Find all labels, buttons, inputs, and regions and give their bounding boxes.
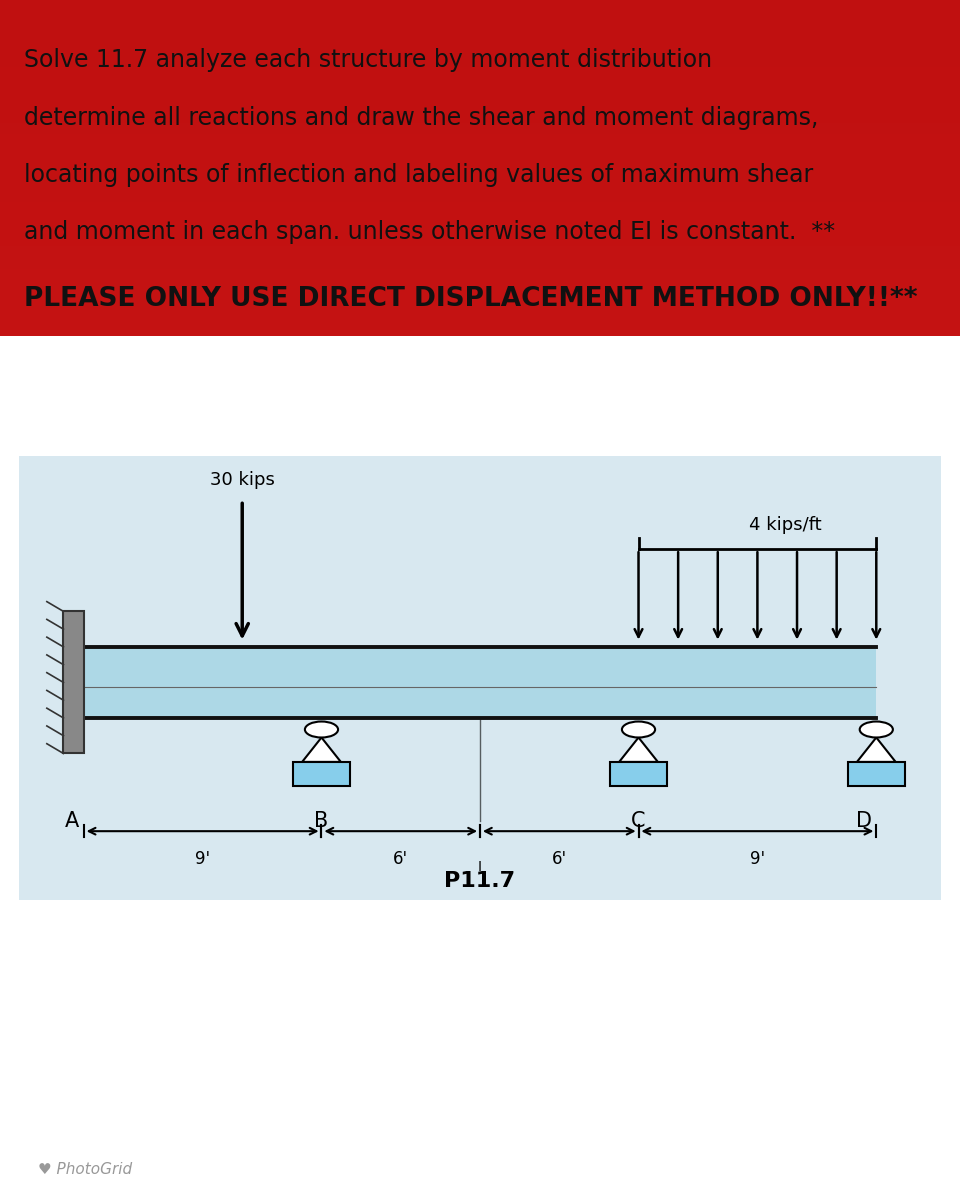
Bar <box>0 157 960 168</box>
Text: 6': 6' <box>394 850 408 868</box>
Text: determine all reactions and draw the shear and moment diagrams,: determine all reactions and draw the she… <box>24 106 818 130</box>
Bar <box>0 280 960 292</box>
Bar <box>0 134 960 145</box>
Bar <box>84 647 876 718</box>
Text: locating points of inflection and labeling values of maximum shear: locating points of inflection and labeli… <box>24 163 813 187</box>
Circle shape <box>305 721 338 738</box>
Bar <box>0 23 960 34</box>
Text: P11.7: P11.7 <box>444 871 516 892</box>
Bar <box>0 44 960 56</box>
Bar <box>0 202 960 212</box>
Bar <box>0 292 960 302</box>
Text: B: B <box>314 811 328 832</box>
Circle shape <box>622 721 655 738</box>
Bar <box>0 258 960 269</box>
Text: 9': 9' <box>750 850 765 868</box>
Text: C: C <box>632 811 646 832</box>
Bar <box>0 313 960 325</box>
Bar <box>0 224 960 235</box>
Bar <box>0 325 960 336</box>
Bar <box>848 762 905 786</box>
Bar <box>293 762 350 786</box>
Bar <box>0 145 960 157</box>
Bar <box>0 0 960 11</box>
Circle shape <box>860 721 893 738</box>
Bar <box>0 191 960 202</box>
Text: 6': 6' <box>552 850 566 868</box>
Bar <box>0 112 960 124</box>
Bar <box>0 124 960 134</box>
Text: 9': 9' <box>195 850 210 868</box>
Bar <box>0 11 960 23</box>
Polygon shape <box>302 738 341 762</box>
Text: D: D <box>855 811 872 832</box>
Text: I: I <box>478 860 482 874</box>
Bar <box>0 246 960 258</box>
Bar <box>0 235 960 246</box>
Bar <box>0 302 960 313</box>
Text: and moment in each span. unless otherwise noted EI is constant.  **: and moment in each span. unless otherwis… <box>24 220 835 244</box>
Text: ♥ PhotoGrid: ♥ PhotoGrid <box>38 1163 132 1177</box>
Bar <box>0 90 960 101</box>
Text: PLEASE ONLY USE DIRECT DISPLACEMENT METHOD ONLY!!**: PLEASE ONLY USE DIRECT DISPLACEMENT METH… <box>24 286 918 312</box>
Polygon shape <box>857 738 896 762</box>
Bar <box>63 612 84 754</box>
Bar <box>0 101 960 112</box>
Text: Solve 11.7 analyze each structure by moment distribution: Solve 11.7 analyze each structure by mom… <box>24 48 712 72</box>
Bar <box>610 762 667 786</box>
Bar <box>0 34 960 44</box>
Text: 30 kips: 30 kips <box>210 472 275 490</box>
Bar <box>0 67 960 78</box>
Bar <box>0 179 960 191</box>
Bar <box>0 269 960 280</box>
Text: A: A <box>65 811 79 832</box>
Bar <box>0 212 960 224</box>
Text: 4 kips/ft: 4 kips/ft <box>749 516 822 534</box>
Polygon shape <box>619 738 658 762</box>
Bar <box>0 78 960 90</box>
Bar <box>0 56 960 67</box>
Bar <box>0 168 960 179</box>
